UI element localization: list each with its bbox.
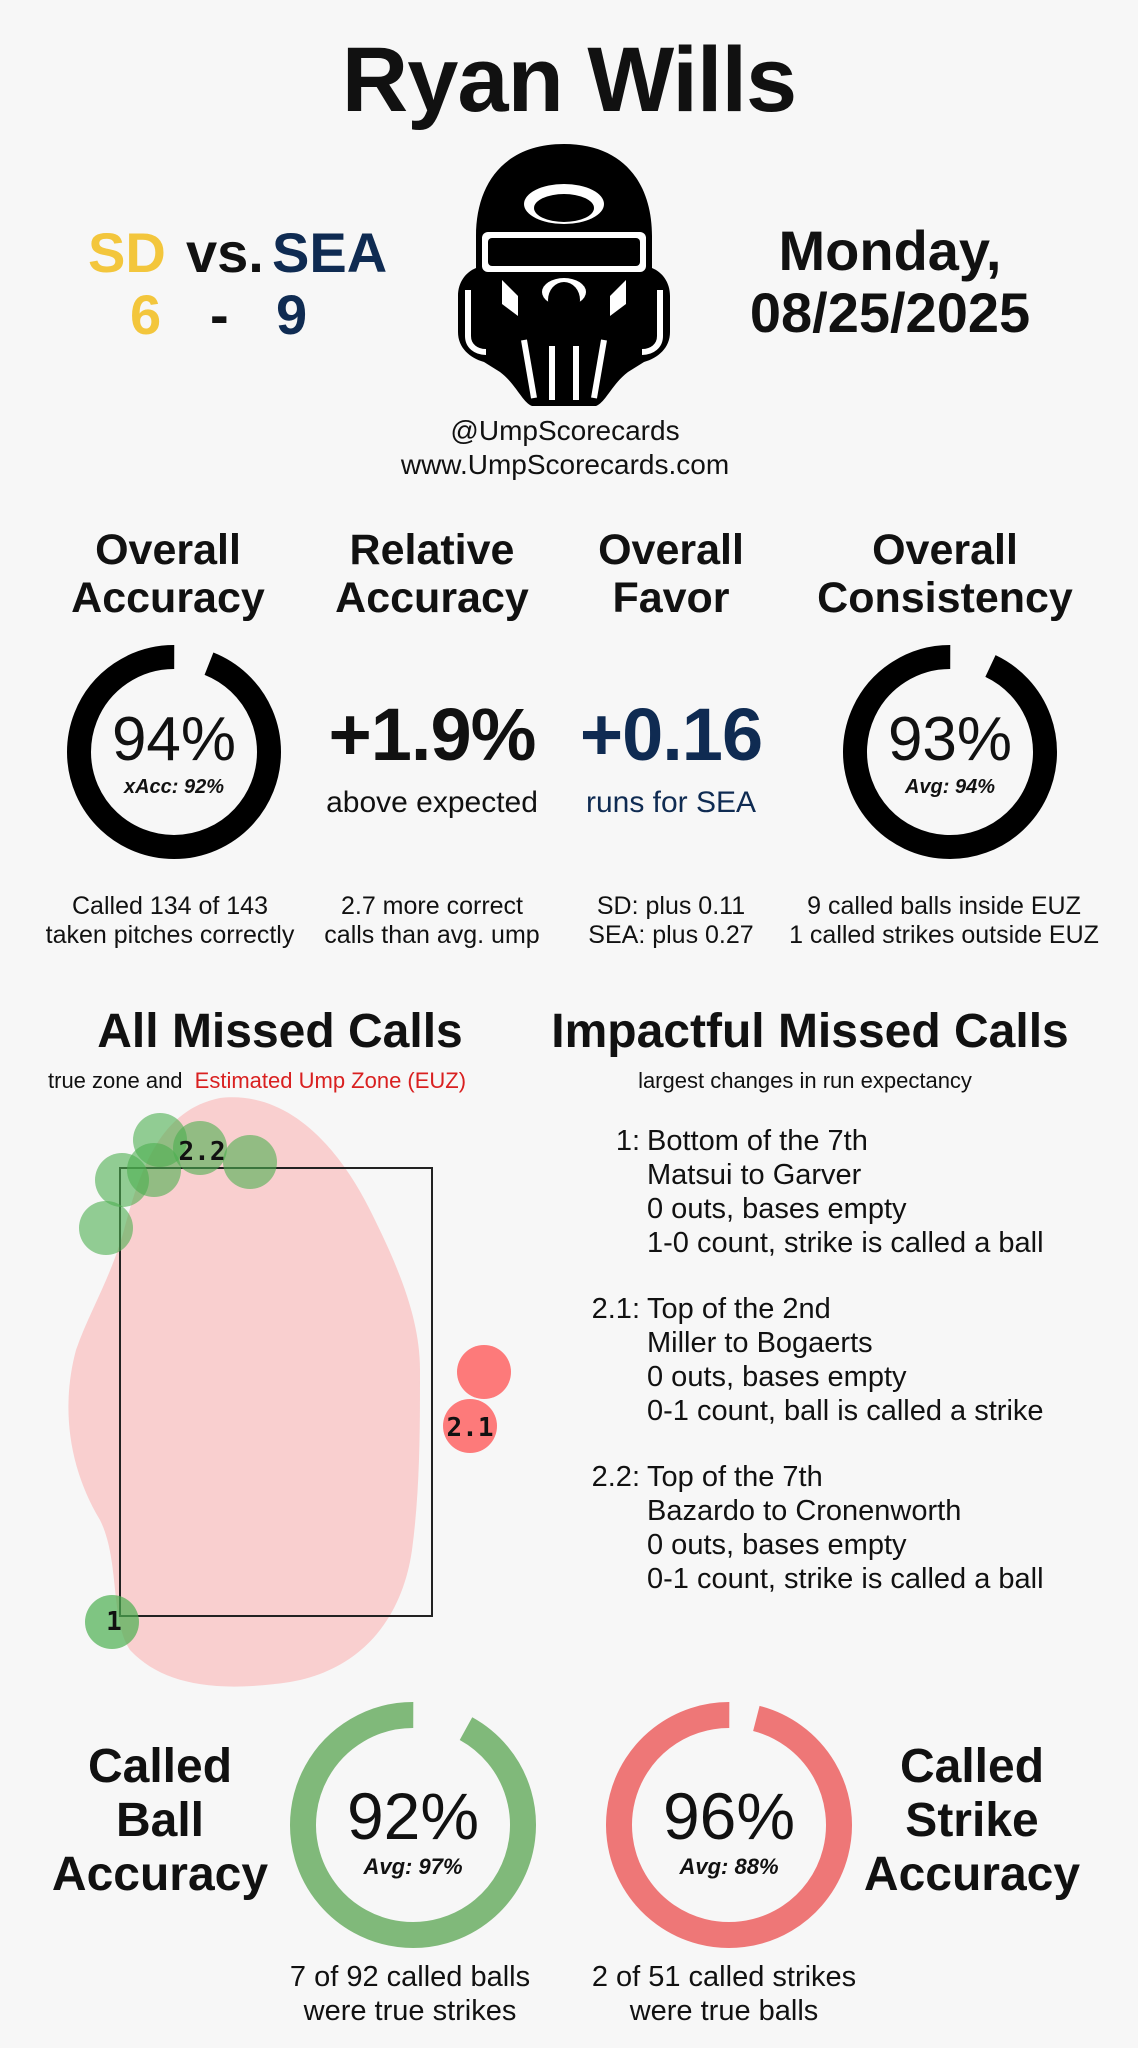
relative-accuracy-footer: 2.7 more correct calls than avg. ump [324, 892, 540, 949]
overall-accuracy-footer: Called 134 of 143 taken pitches correctly [45, 892, 295, 949]
impactful-missed-calls-title: Impactful Missed Calls [551, 1005, 1069, 1058]
impactful-call-2-1: 2.1: Top of the 2nd Miller to Bogaerts 0… [580, 1292, 1120, 1428]
call-label: 1: [615, 1125, 640, 1157]
called-strike-avg: Avg: 88% [679, 1854, 779, 1879]
call-matchup: Miller to Bogaerts [647, 1327, 873, 1359]
impactful-call-1: 1: Bottom of the 7th Matsui to Garver 0 … [580, 1124, 1120, 1260]
score-separator: - [210, 283, 229, 346]
missed-calls-plot: 2.2 2.1 1 [68, 1097, 511, 1687]
call-matchup: Bazardo to Cronenworth [647, 1495, 962, 1527]
point-label-2-2: 2.2 [179, 1137, 226, 1167]
relative-accuracy-sub: above expected [326, 786, 538, 819]
missed-call-point [223, 1135, 277, 1189]
call-inning: Top of the 7th [647, 1461, 823, 1493]
called-ball-avg: Avg: 97% [363, 1854, 463, 1879]
called-strike-footer: 2 of 51 called strikes were true balls [591, 1961, 857, 2027]
call-count: 1-0 count, strike is called a ball [647, 1227, 1044, 1259]
called-strike-ring [606, 1702, 852, 1948]
overall-favor-footer: SD: plus 0.11 SEA: plus 0.27 [588, 892, 754, 949]
missed-call-point [173, 1121, 227, 1175]
euz-area [68, 1097, 420, 1687]
impactful-call-2-2: 2.2: Top of the 7th Bazardo to Cronenwor… [580, 1460, 1120, 1596]
call-matchup: Matsui to Garver [647, 1159, 862, 1191]
call-situation: 0 outs, bases empty [647, 1361, 907, 1393]
overall-favor-heading: Overall Favor [598, 526, 744, 622]
overall-consistency-heading: Overall Consistency [817, 526, 1073, 622]
overall-consistency-avg: Avg: 94% [904, 776, 996, 798]
umpire-mask-icon [458, 144, 670, 406]
away-team: SD [88, 221, 166, 284]
called-ball-accuracy-heading: Called Ball Accuracy [51, 1740, 269, 1901]
call-label: 2.2: [591, 1461, 640, 1493]
home-score: 9 [276, 283, 308, 346]
missed-call-point [443, 1399, 497, 1453]
date-weekday: Monday, [778, 219, 1002, 282]
missed-call-point [85, 1595, 139, 1649]
call-situation: 0 outs, bases empty [647, 1193, 907, 1225]
twitter-handle: @UmpScorecards [450, 415, 680, 446]
overall-consistency-value: 93% [887, 705, 1013, 774]
date-value: 08/25/2025 [749, 281, 1031, 344]
missed-call-point [457, 1345, 511, 1399]
called-ball-ring [290, 1702, 536, 1948]
point-label-2-1: 2.1 [447, 1413, 494, 1443]
called-strike-accuracy-heading: Called Strike Accuracy [863, 1740, 1081, 1901]
overall-accuracy-ring [67, 645, 281, 859]
overall-accuracy-value: 94% [111, 705, 237, 774]
overall-favor-sub: runs for SEA [585, 786, 757, 819]
called-strike-value: 96% [662, 1779, 796, 1853]
impactful-subtitle: largest changes in run expectancy [638, 1068, 972, 1093]
website-url: www.UmpScorecards.com [400, 449, 730, 480]
umpire-name: Ryan Wills [341, 29, 797, 131]
missed-call-point [79, 1201, 133, 1255]
vs-label: vs. [186, 221, 264, 284]
euz-legend-label: Estimated Ump Zone (EUZ) [194, 1068, 467, 1093]
all-missed-calls-title: All Missed Calls [97, 1005, 463, 1058]
call-inning: Bottom of the 7th [647, 1125, 868, 1157]
overall-accuracy-xacc: xAcc: 92% [123, 776, 225, 798]
relative-accuracy-value: +1.9% [328, 693, 537, 776]
overall-favor-value: +0.16 [579, 693, 763, 776]
point-label-1: 1 [106, 1607, 122, 1637]
call-count: 0-1 count, ball is called a strike [647, 1395, 1044, 1427]
overall-consistency-footer: 9 called balls inside EUZ 1 called strike… [789, 892, 1099, 949]
home-team: SEA [272, 221, 388, 284]
called-ball-value: 92% [346, 1779, 480, 1853]
call-count: 0-1 count, strike is called a ball [647, 1563, 1044, 1595]
missed-call-point [95, 1153, 149, 1207]
call-inning: Top of the 2nd [647, 1293, 831, 1325]
all-missed-legend: true zone and Estimated Ump Zone (EUZ) [48, 1068, 467, 1093]
called-ball-footer: 7 of 92 called balls were true strikes [289, 1961, 531, 2027]
relative-accuracy-heading: Relative Accuracy [335, 526, 529, 622]
overall-accuracy-heading: Overall Accuracy [71, 526, 265, 622]
overall-consistency-ring [843, 645, 1057, 859]
call-situation: 0 outs, bases empty [647, 1529, 907, 1561]
call-label: 2.1: [591, 1293, 640, 1325]
away-score: 6 [130, 283, 162, 346]
